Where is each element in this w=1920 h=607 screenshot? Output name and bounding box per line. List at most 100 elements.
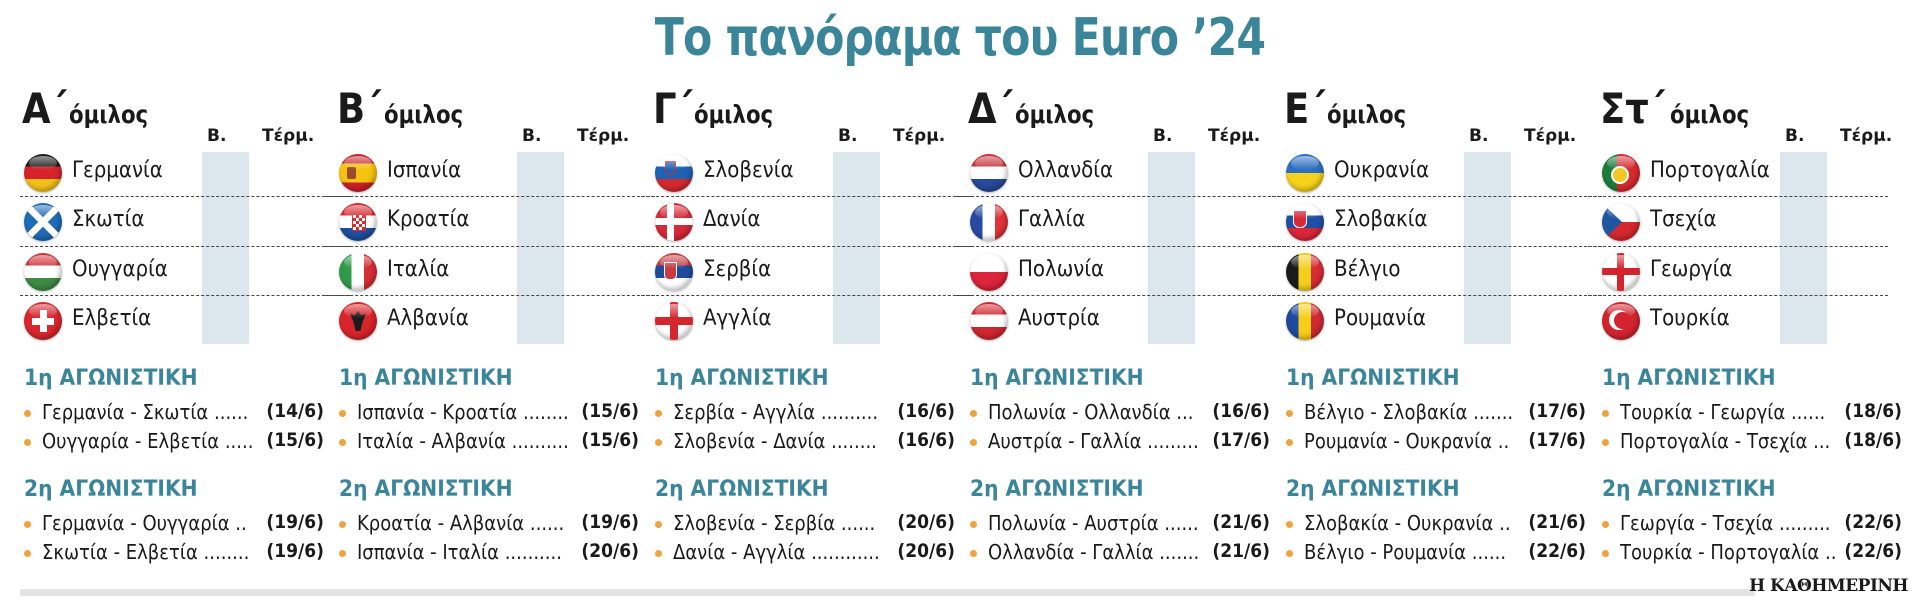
matchday-round1: 1η ΑΓΩΝΙΣΤΙΚΗ Ισπανία - Κροατία ........ (… [339,366,639,456]
match-date: (17/6) [1212,429,1270,451]
group-b: Β΄όμιλος Β. Τέρμ. Ισπανία Κροατία Ιταλία Αλβαν… [325,0,655,600]
row-divider [20,246,350,247]
match-item: Ουγγαρία - Ελβετία ..... (15/6) [24,427,324,456]
team-row: Ισπανία [337,148,652,197]
match-date: (20/6) [897,511,955,533]
goals-header: Τέρμ. [1208,126,1261,146]
flag-pl-icon [970,253,1008,291]
points-header: Β. [838,126,858,146]
group-letter: Στ΄ [1600,84,1666,133]
flag-dk-icon [655,203,693,241]
team-name: Ελβετία [72,306,152,331]
team-name: Κροατία [387,207,470,232]
bullet-icon [1286,550,1293,557]
match-fixture: Ουγγαρία - Ελβετία ..... [42,429,254,453]
goals-header: Τέρμ. [1524,126,1577,146]
bullet-icon [1286,410,1293,417]
bullet-icon [655,410,662,417]
flag-ua-icon [1286,154,1324,192]
points-header: Β. [1785,126,1805,146]
matchday-title: 1η ΑΓΩΝΙΣΤΙΚΗ [339,366,513,391]
match-item: Τουρκία - Γεωργία ...... (18/6) [1602,398,1902,427]
points-header: Β. [522,126,542,146]
row-divider [325,295,655,296]
points-column [833,152,880,344]
group-word: όμιλος [694,100,774,129]
match-fixture: Γερμανία - Σκωτία ...... [42,400,249,424]
bullet-icon [970,521,977,528]
bullet-icon [24,439,31,446]
team-row: Ουκρανία [1284,148,1599,197]
match-fixture: Πολωνία - Αυστρία ...... [988,511,1199,535]
matchday-round2: 2η ΑΓΩΝΙΣΤΙΚΗ Σλοβενία - Σερβία ...... (20… [655,477,955,567]
matchday-title: 2η ΑΓΩΝΙΣΤΙΚΗ [339,477,513,502]
flag-sk-icon [1286,203,1324,241]
matchday-title: 1η ΑΓΩΝΙΣΤΙΚΗ [655,366,829,391]
row-divider [956,295,1286,296]
bullet-icon [1602,410,1609,417]
group-title: Δ΄όμιλος [968,84,1108,134]
match-item: Κροατία - Αλβανία ...... (19/6) [339,509,639,538]
match-item: Πολωνία - Αυστρία ...... (21/6) [970,509,1270,538]
team-row: Σλοβακία [1284,197,1599,246]
flag-it-icon [339,253,377,291]
match-date: (18/6) [1844,400,1902,422]
flag-sco-icon [24,203,62,241]
brand-logo: Η ΚΑΘΗΜΕΡΙΝΗ [1749,576,1908,596]
points-header: Β. [1469,126,1489,146]
goals-header: Τέρμ. [262,126,315,146]
group-title: Ε΄όμιλος [1284,84,1420,134]
bullet-icon [655,439,662,446]
match-fixture: Δανία - Αγγλία ............ [673,540,880,564]
matchday-round2: 2η ΑΓΩΝΙΣΤΙΚΗ Πολωνία - Αυστρία ...... (21… [970,477,1270,567]
goals-header: Τέρμ. [577,126,630,146]
match-date: (15/6) [581,429,639,451]
bullet-icon [1602,550,1609,557]
match-item: Ρουμανία - Ουκρανία .. (17/6) [1286,427,1586,456]
match-date: (22/6) [1844,540,1902,562]
match-item: Δανία - Αγγλία ............ (20/6) [655,538,955,567]
group-word: όμιλος [1327,100,1407,129]
team-row: Ιταλία [337,247,652,296]
team-name: Σλοβενία [703,158,794,183]
group-title: Στ΄ όμιλος [1600,84,1763,134]
team-row: Πορτογαλία [1600,148,1915,197]
match-item: Σλοβακία - Ουκρανία .. (21/6) [1286,509,1586,538]
points-column [202,152,249,344]
group-word: όμιλος [383,100,463,129]
match-date: (15/6) [266,429,324,451]
flag-de-icon [24,154,62,192]
matchday-round2: 2η ΑΓΩΝΙΣΤΙΚΗ Σλοβακία - Ουκρανία .. (21/6… [1286,477,1586,567]
team-name: Γερμανία [72,158,163,183]
match-item: Βέλγιο - Ρουμανία ...... (22/6) [1286,538,1586,567]
matchday-title: 2η ΑΓΩΝΙΣΤΙΚΗ [24,477,198,502]
match-date: (19/6) [266,511,324,533]
match-fixture: Τουρκία - Γεωργία ...... [1620,400,1826,424]
group-title: Γ΄όμιλος [653,84,787,134]
points-column [1780,152,1827,344]
matchday-title: 2η ΑΓΩΝΙΣΤΙΚΗ [1602,477,1776,502]
goals-header: Τέρμ. [1840,126,1893,146]
team-row: Δανία [653,197,968,246]
flag-at-icon [970,302,1008,340]
team-row: Ελβετία [22,296,337,345]
team-name: Αγγλία [703,306,772,331]
row-divider [325,246,655,247]
match-date: (17/6) [1528,400,1586,422]
match-fixture: Ιταλία - Αλβανία .......... [357,429,569,453]
team-row: Αγγλία [653,296,968,345]
bullet-icon [24,550,31,557]
flag-al-icon [339,302,377,340]
match-item: Σλοβενία - Δανία ........ (16/6) [655,427,955,456]
row-divider [1272,196,1602,197]
row-divider [1588,246,1888,247]
bullet-icon [339,439,346,446]
group-a: Α΄όμιλος Β. Τέρμ. Γερμανία Σκωτία Ουγγαρία Ελβ… [20,0,350,600]
row-divider [1588,196,1888,197]
points-column [1148,152,1195,344]
row-divider [325,196,655,197]
flag-tr-icon [1602,302,1640,340]
bullet-icon [1286,521,1293,528]
matchday-round1: 1η ΑΓΩΝΙΣΤΙΚΗ Πολωνία - Ολλανδία ... (16/6… [970,366,1270,456]
team-row: Αυστρία [968,296,1283,345]
